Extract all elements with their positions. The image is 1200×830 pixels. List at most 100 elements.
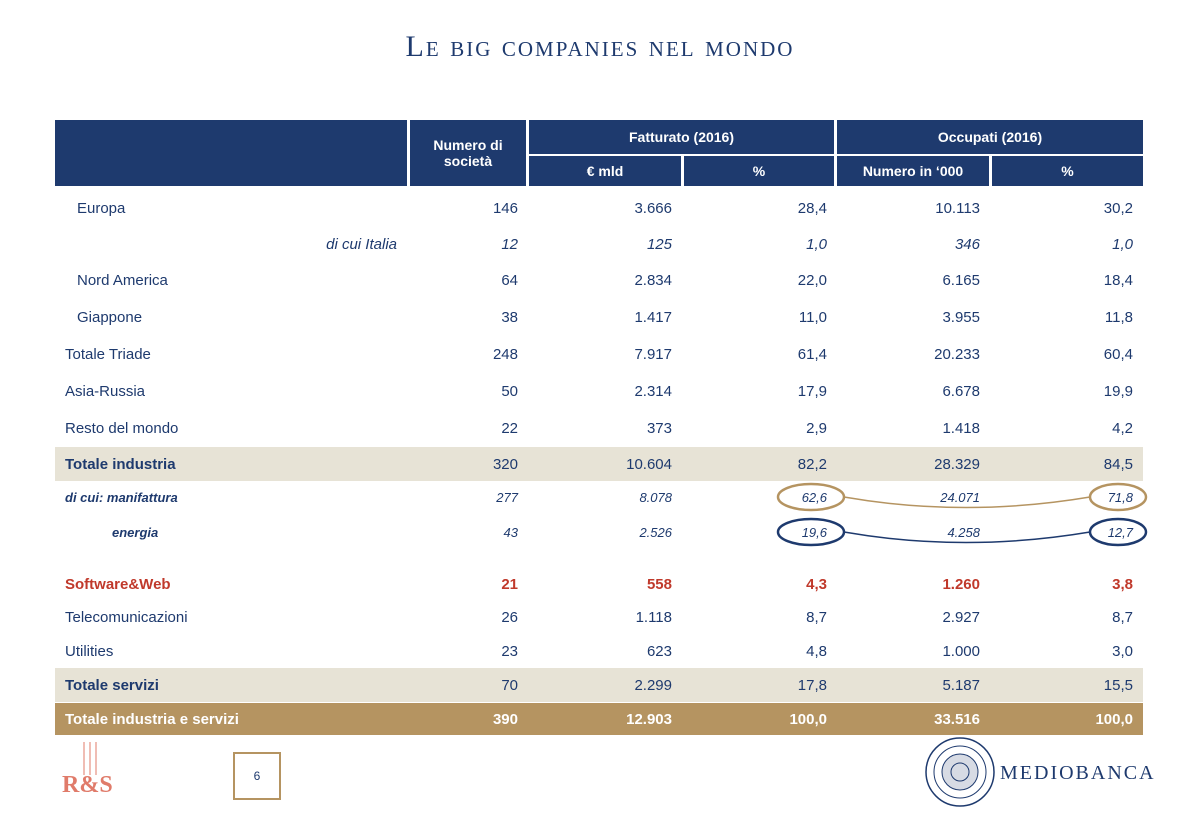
cell-fatturato: 2.834 [634,271,672,289]
row-label: Europa [77,199,126,217]
highlight-ellipse-energia-occupati [1088,517,1148,547]
cell-numero: 248 [492,345,518,363]
cell-fatturato-pct: 19,6 [801,524,827,540]
table-row: Giappone 38 1.417 11,0 3.955 11,8 [55,301,1143,333]
cell-numero: 390 [492,710,518,728]
row-label: di cui: manifattura [65,489,178,505]
cell-numero: 64 [501,271,518,289]
cell-occupati-pct: 60,4 [1103,345,1133,363]
cell-occupati: 6.165 [942,271,980,289]
cell-fatturato: 10.604 [626,455,672,473]
table-row-total: Totale industria 320 10.604 82,2 28.329 … [55,447,1143,481]
row-label: Software&Web [65,575,171,593]
cell-numero: 70 [501,676,518,694]
cell-fatturato: 3.666 [634,199,672,217]
cell-fatturato: 623 [646,642,672,660]
rs-logo: R&S [62,772,113,798]
table-row: Europa 146 3.666 28,4 10.113 30,2 [55,192,1143,224]
cell-occupati-pct: 1,0 [1112,235,1133,253]
cell-occupati: 4.258 [947,524,980,540]
cell-fatturato: 2.314 [634,382,672,400]
cell-numero: 22 [501,419,518,437]
header-numero-cell: Numero di società [410,120,526,186]
cell-fatturato-pct: 8,7 [806,608,827,626]
cell-numero: 26 [501,608,518,626]
cell-numero: 277 [496,489,518,505]
row-label: energia [112,524,159,540]
cell-occupati: 346 [954,235,980,253]
cell-numero: 38 [501,308,518,326]
cell-occupati-pct: 30,2 [1103,199,1133,217]
cell-fatturato-pct: 61,4 [797,345,827,363]
cell-fatturato-pct: 4,3 [806,575,827,593]
cell-occupati: 28.329 [934,455,980,473]
header-numero: Numero di società [433,137,503,169]
header-fatturato: Fatturato (2016) [529,120,834,154]
table-row-total: Totale servizi 70 2.299 17,8 5.187 15,5 [55,668,1143,702]
header-pct-occupati: % [992,156,1143,186]
table-row: Utilities 23 623 4,8 1.000 3,0 [55,635,1143,667]
cell-fatturato: 558 [646,575,672,593]
cell-numero: 43 [503,524,518,540]
cell-fatturato-pct: 2,9 [806,419,827,437]
table-row: di cui Italia 12 125 1,0 346 1,0 [55,228,1143,260]
cell-fatturato-pct: 17,8 [797,676,827,694]
row-label: Nord America [77,271,168,289]
table-row: energia 43 2.526 19,6 4.258 12,7 [55,517,1143,547]
mediobanca-logo: MEDIOBANCA [1000,762,1156,784]
cell-occupati-pct: 100,0 [1095,710,1133,728]
header-eur-mld: € mld [529,156,681,186]
cell-fatturato: 8.078 [639,489,672,505]
cell-fatturato: 1.417 [634,308,672,326]
cell-fatturato: 7.917 [634,345,672,363]
header-numero-000: Numero in ‘000 [837,156,989,186]
cell-fatturato: 2.526 [639,524,672,540]
page-number: 6 [233,752,281,800]
cell-fatturato: 125 [646,235,672,253]
cell-occupati: 6.678 [942,382,980,400]
cell-occupati: 1.418 [942,419,980,437]
row-label: Giappone [77,308,143,326]
cell-fatturato-pct: 4,8 [806,642,827,660]
table-row: Asia-Russia 50 2.314 17,9 6.678 19,9 [55,375,1143,407]
page-title: Le big companies nel mondo [405,30,795,63]
cell-occupati-pct: 19,9 [1103,382,1133,400]
cell-occupati: 10.113 [935,199,980,217]
table-row: Telecomunicazioni 26 1.118 8,7 2.927 8,7 [55,601,1143,633]
row-label: Asia-Russia [65,382,146,400]
row-label: Totale industria [65,455,176,473]
row-label: Totale industria e servizi [65,710,239,728]
cell-occupati-pct: 15,5 [1103,676,1133,694]
highlight-ellipse-manifattura-fatturato [776,482,846,512]
cell-occupati: 20.233 [934,345,980,363]
cell-fatturato-pct: 62,6 [801,489,827,505]
table-row-highlight: Software&Web 21 558 4,3 1.260 3,8 [55,568,1143,600]
connector-manifattura [843,496,1091,509]
row-label: Telecomunicazioni [65,608,188,626]
cell-fatturato: 373 [646,419,672,437]
cell-fatturato-pct: 22,0 [797,271,827,289]
cell-numero: 12 [501,235,518,253]
row-label: Totale Triade [65,345,151,363]
cell-occupati: 24.071 [940,489,980,505]
cell-fatturato-pct: 17,9 [797,382,827,400]
cell-fatturato-pct: 11,0 [798,308,827,326]
row-label: Utilities [65,642,114,660]
cell-occupati: 1.260 [942,575,980,593]
cell-occupati-pct: 12,7 [1107,524,1133,540]
cell-numero: 21 [501,575,518,593]
cell-occupati: 1.000 [942,642,980,660]
cell-numero: 50 [501,382,518,400]
row-label: Resto del mondo [65,419,179,437]
cell-occupati-pct: 8,7 [1112,608,1133,626]
row-label: di cui Italia [326,235,397,253]
cell-fatturato: 2.299 [634,676,672,694]
cell-occupati-pct: 3,8 [1112,575,1133,593]
cell-fatturato-pct: 100,0 [789,710,827,728]
cell-occupati-pct: 3,0 [1112,642,1133,660]
cell-numero: 146 [492,199,518,217]
row-label: Totale servizi [65,676,159,694]
cell-occupati-pct: 71,8 [1107,489,1133,505]
cell-occupati-pct: 18,4 [1103,271,1133,289]
